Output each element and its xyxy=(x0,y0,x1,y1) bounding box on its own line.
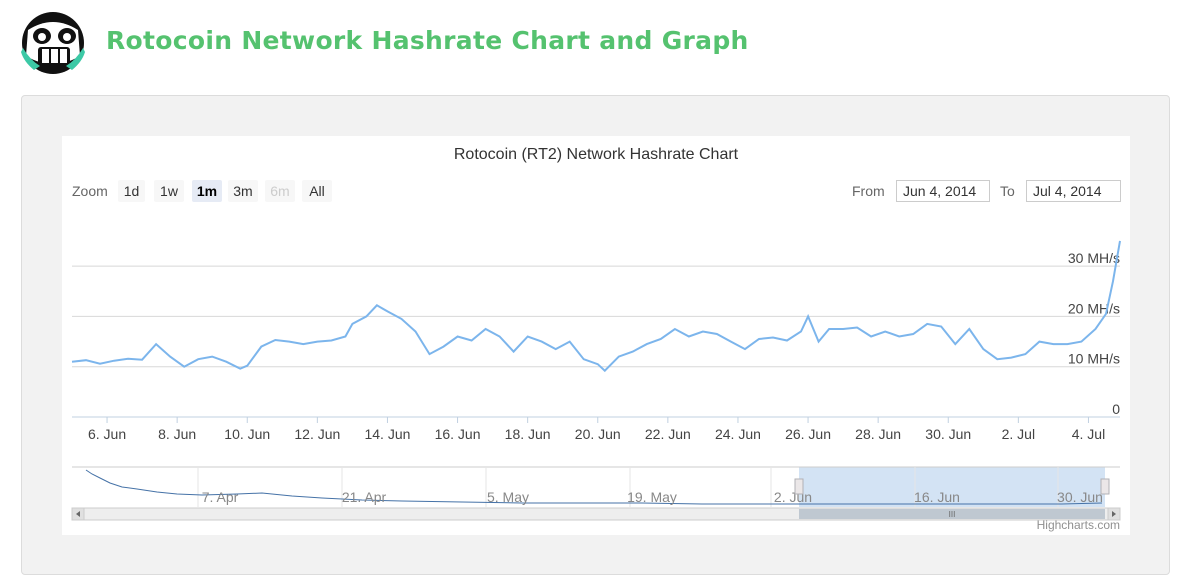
from-date-input[interactable]: Jun 4, 2014 xyxy=(896,180,990,202)
x-tick-label: 20. Jun xyxy=(575,426,621,442)
x-tick-label: 28. Jun xyxy=(855,426,901,442)
x-tick-label: 10. Jun xyxy=(224,426,270,442)
x-tick-label: 30. Jun xyxy=(925,426,971,442)
hashrate-chart: 0 10 MH/s 20 MH/s 30 MH/s 6. Jun 8. Jun 10. J… xyxy=(71,240,1121,521)
x-tick-label: 12. Jun xyxy=(294,426,340,442)
navigator-date-label: 2. Jun xyxy=(774,489,812,505)
page-title: Rotocoin Network Hashrate Chart and Grap… xyxy=(106,26,749,55)
zoom-button-6m: 6m xyxy=(265,180,295,202)
highcharts-credits[interactable]: Highcharts.com xyxy=(1036,518,1120,532)
zoom-label: Zoom xyxy=(72,183,108,199)
navigator-right-handle[interactable] xyxy=(1100,478,1110,495)
navigator-date-label: 19. May xyxy=(627,489,677,505)
chart-title: Rotocoin (RT2) Network Hashrate Chart xyxy=(453,146,739,163)
zoom-button-3m[interactable]: 3m xyxy=(228,180,258,202)
x-tick-label: 14. Jun xyxy=(364,426,410,442)
navigator-left-handle[interactable] xyxy=(794,478,804,495)
y-tick-label: 0 xyxy=(1112,401,1120,417)
x-tick-label: 6. Jun xyxy=(88,426,126,442)
navigator-date-label: 21. Apr xyxy=(342,489,387,505)
navigator-selection[interactable] xyxy=(799,467,1105,507)
y-tick-label: 30 MH/s xyxy=(1068,250,1120,266)
x-tick-label: 2. Jul xyxy=(1002,426,1035,442)
zoom-button-1d[interactable]: 1d xyxy=(118,180,145,202)
navigator-date-label: 30. Jun xyxy=(1057,489,1103,505)
hashrate-series-line xyxy=(71,240,1121,373)
to-date-input[interactable]: Jul 4, 2014 xyxy=(1026,180,1121,202)
y-tick-label: 10 MH/s xyxy=(1068,351,1120,367)
x-tick-label: 26. Jun xyxy=(785,426,831,442)
navigator[interactable]: 7. Apr 21. Apr 5. May 19. May 2. Jun 16. Jun 3… xyxy=(71,466,1121,521)
x-tick-label: 8. Jun xyxy=(158,426,196,442)
from-label: From xyxy=(852,183,885,199)
y-tick-label: 20 MH/s xyxy=(1068,300,1120,316)
scrollbar-thumb[interactable] xyxy=(799,509,1105,519)
x-tick-label: 18. Jun xyxy=(505,426,551,442)
navigator-series-line xyxy=(85,469,1103,505)
scroll-right-arrow-icon xyxy=(1112,511,1116,517)
zoom-button-1w[interactable]: 1w xyxy=(154,180,184,202)
logo xyxy=(20,10,86,76)
navigator-date-label: 16. Jun xyxy=(914,489,960,505)
scroll-left-arrow-icon xyxy=(76,511,80,517)
scrollbar-thumb-grip: III xyxy=(949,510,956,519)
to-label: To xyxy=(1000,183,1015,199)
x-tick-label: 4. Jul xyxy=(1072,426,1105,442)
x-tick-label: 24. Jun xyxy=(715,426,761,442)
navigator-date-label: 7. Apr xyxy=(202,489,239,505)
grinning-robot-face-icon xyxy=(21,12,85,74)
chart-container: Rotocoin (RT2) Network Hashrate Chart Zo… xyxy=(62,136,1130,535)
navigator-date-label: 5. May xyxy=(487,489,529,505)
zoom-button-1m[interactable]: 1m xyxy=(192,180,222,202)
x-tick-label: 22. Jun xyxy=(645,426,691,442)
x-tick-label: 16. Jun xyxy=(435,426,481,442)
zoom-button-all[interactable]: All xyxy=(302,180,332,202)
